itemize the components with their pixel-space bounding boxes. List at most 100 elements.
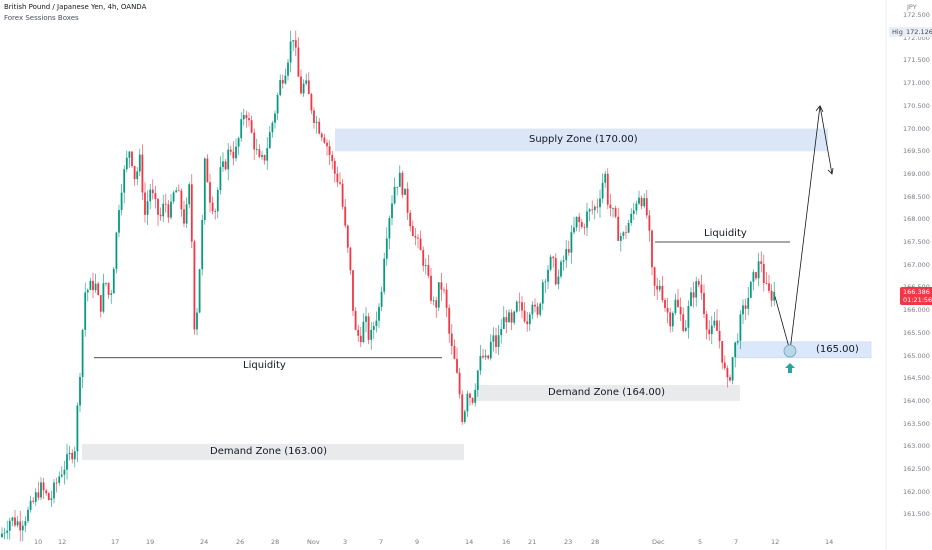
candle-body[interactable] — [27, 509, 29, 522]
candle-body[interactable] — [565, 249, 568, 261]
candle-body[interactable] — [315, 121, 318, 123]
candle-body[interactable] — [118, 210, 120, 233]
candle-body[interactable] — [115, 232, 118, 269]
candle-body[interactable] — [765, 283, 768, 284]
candle-body[interactable] — [599, 198, 601, 208]
candle-body[interactable] — [24, 521, 27, 526]
candle-body[interactable] — [172, 192, 175, 202]
candle-body[interactable] — [687, 306, 690, 328]
candle-body[interactable] — [710, 325, 713, 335]
candle-body[interactable] — [588, 209, 591, 212]
candle-body[interactable] — [406, 188, 409, 213]
candle-body[interactable] — [55, 482, 58, 484]
candle-body[interactable] — [630, 213, 633, 223]
candle-body[interactable] — [669, 312, 672, 327]
candle-body[interactable] — [705, 314, 708, 330]
candle-body[interactable] — [521, 302, 523, 311]
candle-body[interactable] — [253, 132, 256, 150]
candle-body[interactable] — [682, 314, 685, 331]
candle-body[interactable] — [120, 192, 123, 211]
candle-body[interactable] — [726, 368, 729, 378]
candle-body[interactable] — [34, 492, 37, 502]
candle-body[interactable] — [133, 166, 136, 180]
candle-body[interactable] — [222, 161, 224, 168]
candle-body[interactable] — [674, 299, 677, 314]
candle-body[interactable] — [326, 142, 328, 147]
candle-body[interactable] — [398, 172, 401, 187]
candle-body[interactable] — [648, 215, 651, 231]
candle-body[interactable] — [367, 316, 370, 340]
candle-body[interactable] — [86, 289, 89, 293]
candle-body[interactable] — [333, 161, 336, 174]
candle-body[interactable] — [586, 211, 588, 228]
candle-body[interactable] — [89, 280, 92, 290]
candle-body[interactable] — [497, 335, 500, 347]
candle-body[interactable] — [305, 80, 308, 84]
candle-body[interactable] — [560, 261, 562, 277]
candle-body[interactable] — [94, 283, 97, 291]
candle-body[interactable] — [489, 341, 492, 359]
candle-body[interactable] — [107, 282, 110, 295]
candle-body[interactable] — [159, 214, 162, 217]
candle-body[interactable] — [102, 283, 105, 312]
candle-body[interactable] — [656, 285, 659, 290]
candle-body[interactable] — [185, 204, 188, 224]
candle-body[interactable] — [456, 358, 458, 373]
candle-body[interactable] — [167, 204, 170, 218]
candle-body[interactable] — [216, 190, 219, 212]
candle-body[interactable] — [760, 261, 763, 264]
candle-body[interactable] — [768, 283, 770, 291]
candle-body[interactable] — [193, 241, 196, 330]
candle-body[interactable] — [770, 290, 773, 301]
candle-body[interactable] — [68, 452, 71, 455]
candle-body[interactable] — [692, 292, 695, 298]
candle-body[interactable] — [393, 186, 396, 204]
candle-body[interactable] — [742, 305, 744, 315]
candle-body[interactable] — [632, 210, 635, 214]
candle-body[interactable] — [375, 320, 378, 327]
candle-body[interactable] — [690, 292, 692, 307]
candle-body[interactable] — [53, 482, 55, 499]
supply-zone-box[interactable] — [335, 128, 828, 152]
candle-body[interactable] — [744, 305, 747, 309]
candle-body[interactable] — [71, 452, 74, 460]
candle-body[interactable] — [271, 122, 274, 133]
candle-body[interactable] — [731, 357, 734, 381]
candle-body[interactable] — [752, 272, 755, 282]
candle-body[interactable] — [619, 235, 622, 241]
candle-body[interactable] — [484, 355, 487, 358]
candle-body[interactable] — [411, 226, 414, 236]
candle-body[interactable] — [593, 206, 596, 210]
candle-body[interactable] — [635, 203, 638, 211]
candle-body[interactable] — [170, 201, 172, 218]
candle-body[interactable] — [196, 312, 198, 330]
candle-body[interactable] — [99, 295, 102, 312]
candle-body[interactable] — [671, 313, 674, 327]
candle-body[interactable] — [112, 268, 115, 294]
candle-body[interactable] — [76, 405, 79, 452]
candle-body[interactable] — [536, 306, 539, 315]
candle-body[interactable] — [206, 158, 209, 183]
candle-body[interactable] — [245, 115, 248, 119]
candle-body[interactable] — [40, 482, 42, 498]
candle-body[interactable] — [297, 47, 300, 77]
candle-body[interactable] — [505, 317, 508, 323]
candle-body[interactable] — [175, 190, 178, 193]
candle-body[interactable] — [177, 190, 180, 192]
candle-body[interactable] — [263, 155, 266, 161]
candle-body[interactable] — [310, 94, 313, 111]
candle-body[interactable] — [385, 238, 388, 259]
candle-body[interactable] — [625, 232, 627, 234]
candle-body[interactable] — [190, 184, 193, 242]
candle-body[interactable] — [370, 329, 373, 340]
candle-body[interactable] — [29, 500, 32, 510]
candle-body[interactable] — [435, 300, 438, 308]
candle-body[interactable] — [573, 227, 575, 233]
candle-body[interactable] — [8, 520, 11, 531]
candle-body[interactable] — [443, 289, 445, 291]
candle-body[interactable] — [266, 148, 269, 161]
candle-body[interactable] — [762, 263, 765, 284]
candle-body[interactable] — [526, 321, 529, 325]
candle-body[interactable] — [638, 197, 640, 204]
